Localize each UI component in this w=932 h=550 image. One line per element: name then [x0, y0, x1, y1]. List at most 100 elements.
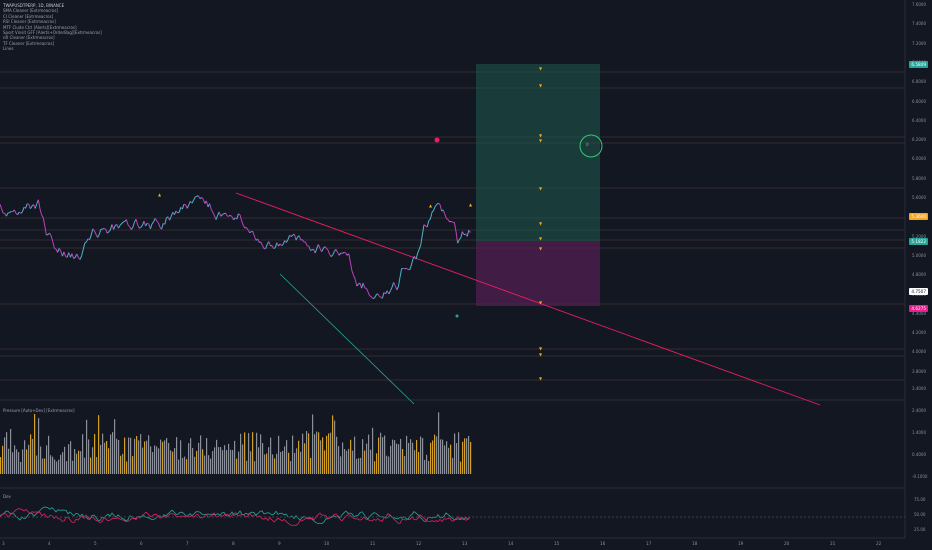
price-segment: [37, 199, 41, 210]
time-axis-label: 5: [94, 541, 97, 546]
price-segment: [220, 214, 223, 217]
price-segment: [367, 291, 371, 296]
oscillator-pane-label[interactable]: Dev: [3, 494, 11, 499]
stop-loss-zone[interactable]: [476, 241, 600, 306]
price-axis-label: 6.4000: [912, 117, 926, 123]
volume-bar: [276, 453, 278, 474]
price-segment: [42, 217, 46, 227]
price-segment: [356, 283, 359, 287]
volume-bar: [166, 437, 168, 474]
volume-bar: [120, 455, 122, 474]
volume-bar: [8, 448, 10, 474]
price-segment: [342, 251, 345, 254]
price-segment: [54, 247, 57, 250]
time-axis-label: 4: [48, 541, 51, 546]
price-segment: [431, 210, 434, 213]
price-segment: [381, 292, 385, 299]
indicator-item[interactable]: CI Cleaner [Extrmeacros]: [3, 13, 54, 19]
price-segment: [102, 227, 105, 230]
price-tag: 4.6275: [909, 305, 928, 312]
price-axis-label: 6.0000: [912, 156, 926, 162]
target-circle-marker[interactable]: [579, 134, 603, 158]
price-segment: [143, 221, 147, 227]
volume-bar: [118, 440, 120, 474]
volume-bar: [292, 435, 294, 474]
price-segment: [293, 234, 297, 241]
price-axis-label: 6.2000: [912, 137, 926, 143]
volume-bar: [226, 450, 228, 474]
price-segment: [353, 275, 356, 280]
price-segment: [265, 244, 268, 249]
oscillator-line: [0, 508, 471, 526]
volume-bar: [198, 442, 200, 474]
price-segment: [438, 202, 441, 205]
volume-pane-label[interactable]: Pressure [Auto+Dev] [Extrmeacros]: [3, 408, 75, 413]
level-markers: ▼ ▼ ▼ ▼ ▼ ▼ ▼ ▼ ▼ ▼ ▼ ▼ ▲ ▲ ▲: [158, 66, 543, 381]
price-segment: [338, 252, 342, 256]
price-segment: [177, 211, 180, 214]
indicator-item[interactable]: Lines: [3, 46, 14, 52]
svg-text:▼: ▼: [539, 221, 543, 226]
volume-bar: [96, 457, 98, 474]
price-segment: [205, 200, 209, 208]
volume-bar: [324, 450, 326, 474]
volume-bar: [440, 439, 442, 474]
volume-bar: [372, 427, 374, 474]
price-segment: [327, 249, 331, 255]
price-segment: [98, 229, 102, 235]
volume-bar: [246, 460, 248, 474]
price-segment: [349, 262, 353, 272]
price-segment: [466, 230, 470, 237]
price-segment: [50, 235, 54, 242]
price-segment: [468, 229, 471, 233]
volume-bar: [368, 434, 370, 474]
take-profit-zone[interactable]: [476, 64, 600, 241]
volume-bar: [38, 418, 40, 474]
price-segment: [60, 250, 63, 257]
volume-bar: [100, 444, 102, 474]
volume-bar: [230, 449, 232, 474]
volume-bar: [64, 446, 66, 474]
volume-bar: [36, 455, 38, 474]
price-segment: [73, 257, 76, 259]
price-segment: [82, 242, 86, 250]
volume-bar: [82, 434, 84, 474]
indicator-item[interactable]: MTF Clude Ctrl [Alerts][Extrmeacros]: [3, 24, 77, 30]
time-axis-label: 3: [2, 541, 5, 546]
time-axis-label: 8: [232, 541, 235, 546]
volume-bar: [136, 436, 138, 474]
descending-trendline[interactable]: [235, 192, 821, 406]
price-segment: [201, 197, 204, 200]
price-segment: [137, 224, 140, 229]
support-trendline[interactable]: [279, 273, 415, 405]
oscillator-axis-label: 50.00: [914, 512, 926, 517]
price-segment: [122, 220, 126, 223]
price-segment: [370, 296, 374, 299]
volume-bar: [212, 451, 214, 474]
price-segment: [298, 235, 302, 241]
volume-bar: [240, 433, 242, 474]
price-segment: [279, 243, 282, 247]
price-segment: [9, 210, 12, 214]
price-segment: [228, 214, 231, 217]
indicator-item[interactable]: Sport Vinsit GFF [Alerts+OrderBag][Extrm…: [3, 30, 102, 36]
symbol-title[interactable]: TWAPUSDTPERP, 1D, BINANCE: [3, 3, 65, 8]
svg-text:▼: ▼: [539, 66, 543, 71]
indicator-item[interactable]: SMA Cleaner [Extrmeacros]: [3, 8, 58, 14]
indicator-item[interactable]: TF Cleaner [Extrmeacros]: [3, 40, 54, 46]
volume-bar: [44, 458, 46, 474]
price-segment: [273, 247, 276, 250]
volume-bar: [154, 445, 156, 474]
price-segment: [442, 209, 446, 215]
price-segment: [113, 225, 116, 230]
price-segment: [169, 216, 172, 221]
volume-bar: [342, 442, 344, 474]
price-segment: [409, 265, 412, 271]
indicator-item[interactable]: RSI Cleaner [Extrmeacros]: [3, 19, 56, 25]
volume-bar: [270, 437, 272, 474]
volume-bar: [172, 451, 174, 474]
volume-bar: [280, 451, 282, 474]
volume-bar: [80, 451, 82, 474]
indicator-item[interactable]: nR Cleaner [Extrmeacros]: [3, 35, 55, 41]
